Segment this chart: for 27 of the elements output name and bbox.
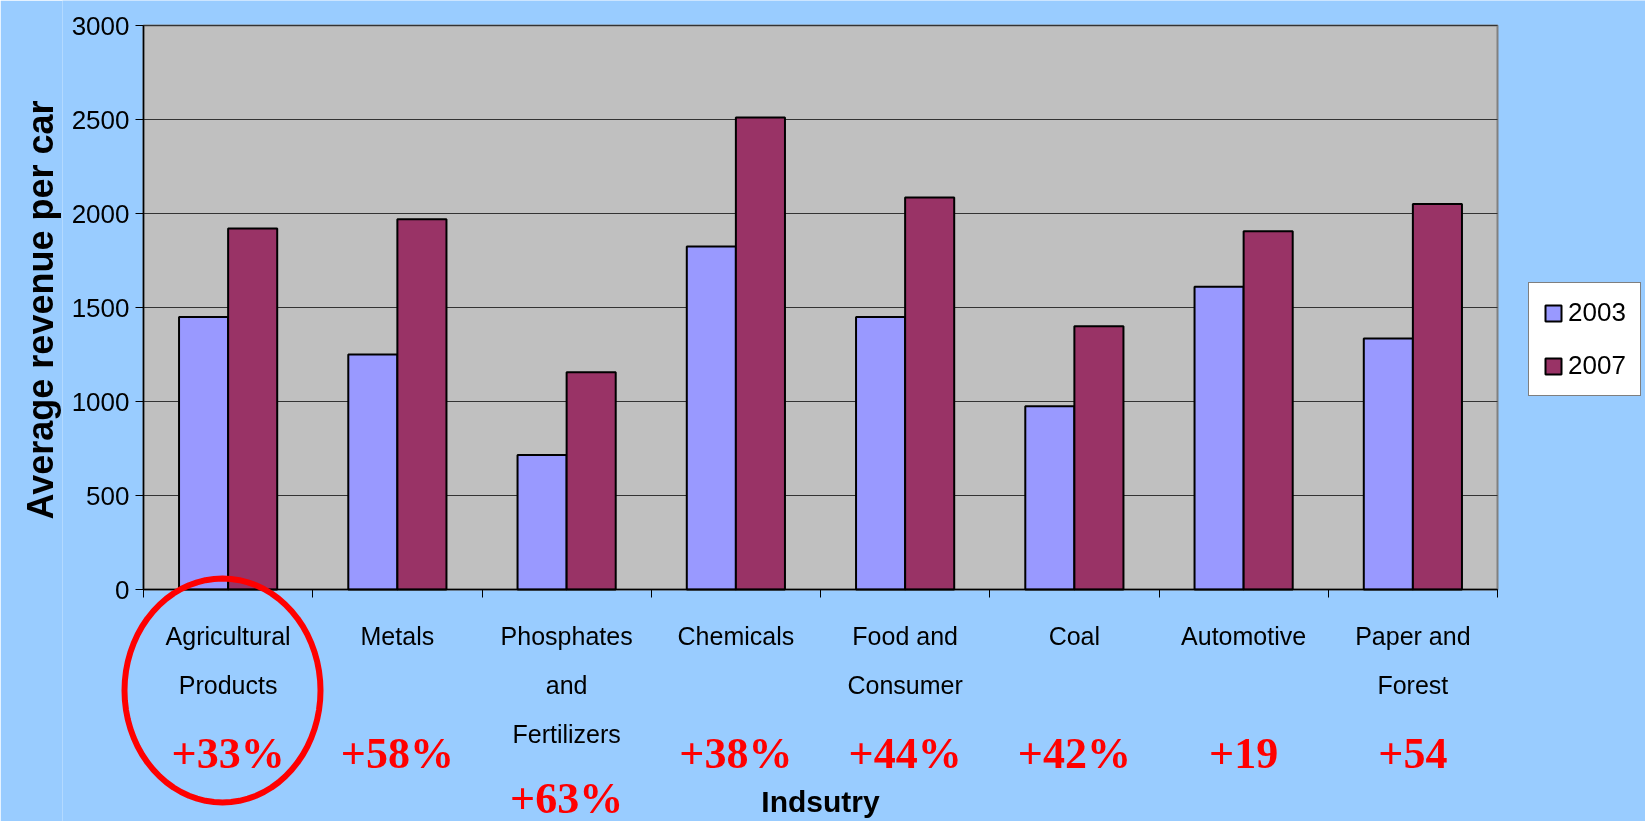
y-tick-label: 0: [115, 574, 130, 605]
y-axis-title: Average revenue per car: [19, 100, 61, 520]
text: +63%: [510, 774, 624, 823]
legend-label: 2003: [1568, 297, 1626, 328]
text: +38%: [679, 729, 793, 778]
text: +33%: [171, 729, 285, 778]
text: +19: [1209, 729, 1279, 778]
y-tick-label: 2500: [71, 104, 130, 135]
x-tick-label: Food and Consumer: [847, 621, 963, 699]
x-tick-label: Agricultural Products: [165, 621, 291, 699]
x-tick-label: Chemicals: [677, 621, 795, 650]
text: +44%: [848, 729, 962, 778]
y-tick-label: 2000: [71, 198, 130, 229]
y-tick-label: 3000: [71, 10, 130, 41]
y-tick-label: 500: [86, 480, 130, 511]
y-tick-label: 1500: [71, 292, 130, 323]
y-tick-label: 1000: [71, 386, 130, 417]
text: +58%: [340, 729, 454, 778]
x-axis-title: Indsutry: [761, 784, 880, 818]
x-tick-label: Metals: [360, 621, 435, 650]
text: +54: [1378, 729, 1448, 778]
x-tick-label: Phosphates and Fertilizers: [500, 621, 633, 748]
legend-label: 2007: [1568, 350, 1626, 381]
x-tick-label: Coal: [1048, 621, 1101, 650]
x-tick-label: Automotive: [1181, 621, 1307, 650]
x-tick-label: Paper and Forest: [1355, 621, 1471, 699]
text: +42%: [1017, 729, 1131, 778]
